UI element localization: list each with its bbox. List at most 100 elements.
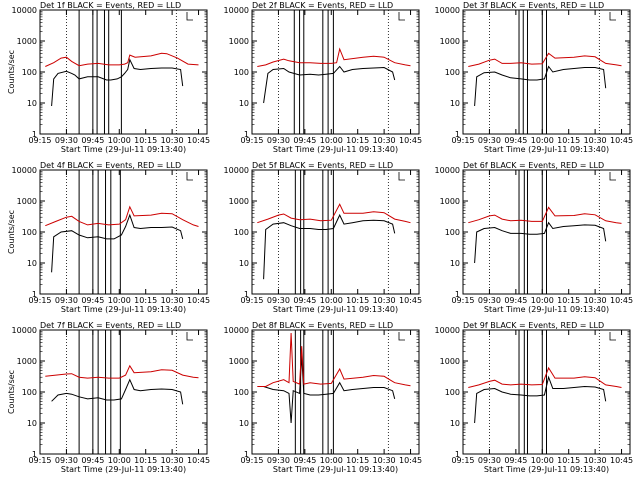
events-series-line [474, 65, 607, 107]
x-tick-label: 09:45 [81, 136, 104, 145]
x-tick-label: 09:15 [240, 456, 263, 465]
y-tick-label: 1 [455, 290, 460, 299]
y-tick-label: 10000 [224, 326, 249, 335]
x-tick-label: 09:45 [81, 296, 104, 305]
panel-title: Det 6f BLACK = Events, RED = LLD [463, 161, 604, 170]
lld-series-line [468, 52, 622, 67]
x-tick-label: 10:45 [610, 296, 633, 305]
x-tick-label: 09:30 [55, 136, 78, 145]
x-tick-label: 10:45 [187, 296, 210, 305]
x-axis-label: Start Time (29-Jul-11 09:13:40) [61, 465, 186, 474]
y-tick-label: 1000 [440, 197, 460, 206]
y-tick-label: 10000 [12, 166, 37, 175]
y-tick-label: 1 [244, 290, 249, 299]
lld-series-line [45, 52, 199, 67]
lld-series-line [45, 364, 199, 379]
x-tick-label: 09:45 [504, 456, 527, 465]
x-tick-label: 10:30 [584, 456, 607, 465]
y-tick-label: 1 [244, 130, 249, 139]
y-tick-label: 1000 [440, 357, 460, 366]
panel-det-1: Det 1f BLACK = Events, RED = LLD 1 10 100 10… [7, 1, 210, 154]
y-tick-label: 1 [32, 130, 37, 139]
y-tick-label: 1000 [229, 37, 249, 46]
x-tick-label: 10:30 [161, 456, 184, 465]
y-tick-label: 100 [445, 68, 460, 77]
y-tick-label: 1 [32, 290, 37, 299]
x-tick-label: 10:45 [610, 136, 633, 145]
corner-marker [186, 12, 193, 21]
y-tick-label: 100 [22, 388, 37, 397]
x-tick-label: 09:15 [28, 456, 51, 465]
corner-marker [609, 172, 616, 181]
y-tick-label: 100 [445, 228, 460, 237]
x-tick-label: 09:30 [55, 296, 78, 305]
x-axis-label: Start Time (29-Jul-11 09:13:40) [484, 145, 609, 154]
plot-frame [251, 329, 420, 455]
corner-marker [186, 172, 193, 181]
y-axis-label: Counts/sec [7, 50, 16, 94]
lld-series-line [257, 332, 411, 387]
y-tick-label: 10 [27, 259, 37, 268]
x-tick-label: 10:15 [346, 456, 369, 465]
x-axis-label: Start Time (29-Jul-11 09:13:40) [273, 305, 398, 314]
x-tick-label: 09:30 [478, 296, 501, 305]
x-tick-label: 09:30 [55, 456, 78, 465]
events-series-line [263, 65, 396, 104]
panel-title: Det 5f BLACK = Events, RED = LLD [252, 161, 393, 170]
events-series-line [474, 375, 607, 424]
corner-marker [609, 12, 616, 21]
y-tick-label: 100 [234, 228, 249, 237]
panel-det-5: Det 5f BLACK = Events, RED = LLD 1 10 100 10… [224, 161, 423, 314]
panel-title: Det 7f BLACK = Events, RED = LLD [40, 321, 181, 330]
x-tick-label: 09:15 [28, 136, 51, 145]
y-tick-label: 1000 [229, 197, 249, 206]
corner-marker [609, 332, 616, 341]
panel-title: Det 1f BLACK = Events, RED = LLD [40, 1, 181, 10]
x-tick-label: 09:15 [451, 136, 474, 145]
y-tick-label: 10 [450, 99, 460, 108]
corner-marker [398, 332, 405, 341]
y-tick-label: 10 [27, 99, 37, 108]
events-series-line [474, 221, 607, 264]
panel-title: Det 9f BLACK = Events, RED = LLD [463, 321, 604, 330]
x-tick-label: 09:45 [81, 456, 104, 465]
y-tick-label: 10 [239, 259, 249, 268]
x-tick-label: 10:15 [134, 136, 157, 145]
corner-marker [398, 172, 405, 181]
x-tick-label: 10:15 [346, 296, 369, 305]
x-axis-label: Start Time (29-Jul-11 09:13:40) [273, 465, 398, 474]
x-tick-label: 10:15 [557, 456, 580, 465]
y-tick-label: 1 [455, 130, 460, 139]
x-tick-label: 10:30 [161, 296, 184, 305]
y-tick-label: 100 [445, 388, 460, 397]
panel-det-2: Det 2f BLACK = Events, RED = LLD 1 10 100 10… [224, 1, 423, 154]
y-tick-label: 1 [244, 450, 249, 459]
x-tick-label: 09:30 [267, 136, 290, 145]
y-tick-label: 100 [234, 68, 249, 77]
x-tick-label: 09:45 [293, 456, 316, 465]
x-tick-label: 10:15 [557, 296, 580, 305]
lld-series-line [257, 47, 411, 67]
y-tick-label: 10000 [12, 326, 37, 335]
plot-frame [251, 9, 420, 135]
x-tick-label: 10:45 [399, 296, 422, 305]
x-tick-label: 10:45 [399, 136, 422, 145]
x-tick-label: 10:45 [610, 456, 633, 465]
x-tick-label: 10:30 [584, 296, 607, 305]
corner-marker [186, 332, 193, 341]
x-tick-label: 10:15 [557, 136, 580, 145]
lld-series-line [45, 205, 199, 227]
panel-det-8: Det 8f BLACK = Events, RED = LLD 1 10 100 10… [224, 321, 423, 474]
y-tick-label: 10 [239, 419, 249, 428]
events-series-line [263, 355, 396, 424]
panel-title: Det 8f BLACK = Events, RED = LLD [252, 321, 393, 330]
x-tick-label: 09:45 [293, 296, 316, 305]
x-tick-label: 10:30 [373, 296, 396, 305]
y-tick-label: 10000 [435, 166, 460, 175]
y-tick-label: 10000 [435, 6, 460, 15]
x-tick-label: 09:15 [451, 296, 474, 305]
y-tick-label: 1000 [17, 197, 37, 206]
y-tick-label: 10000 [224, 6, 249, 15]
